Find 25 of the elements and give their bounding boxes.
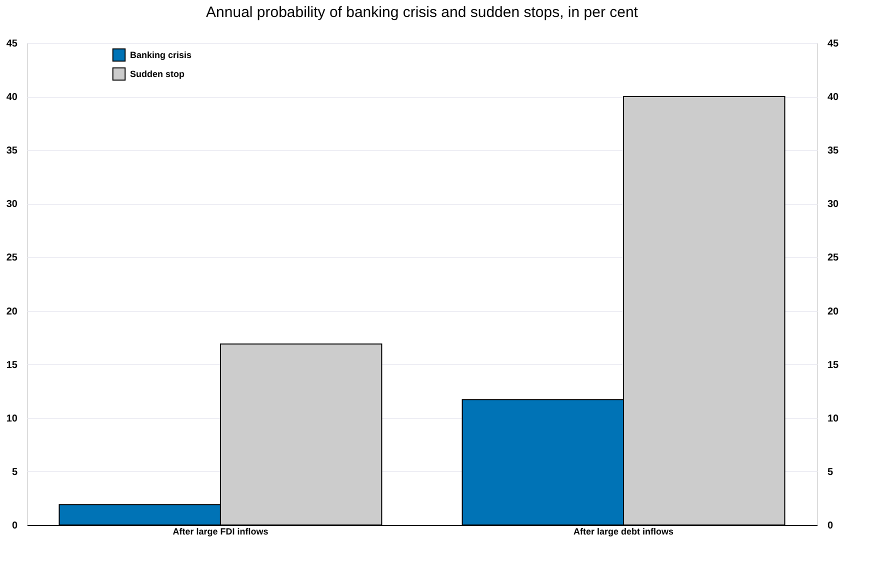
y-tick-label: 10: [6, 413, 18, 424]
x-tick-label: After large debt inflows: [574, 526, 674, 536]
y-tick-label: 40: [6, 92, 18, 104]
x-tick-label: After large FDI inflows: [172, 526, 268, 536]
y-tick-label: 20: [6, 306, 18, 318]
y2-tick-label: 35: [828, 146, 840, 157]
y-tick-label: 30: [6, 199, 18, 210]
y-tick-label: 15: [6, 360, 18, 371]
y2-tick-label: 30: [828, 199, 840, 210]
y-tick-label: 25: [6, 252, 18, 264]
y2-tick-label: 5: [828, 466, 834, 478]
y2-tick-label: 25: [828, 252, 840, 264]
y2-tick-label: 0: [828, 520, 834, 532]
legend-label: Banking crisis: [130, 50, 192, 60]
y-tick-label: 45: [6, 38, 18, 50]
y2-tick-label: 40: [828, 92, 840, 104]
y2-tick-label: 15: [828, 360, 840, 371]
y-tick-label: 35: [6, 146, 18, 157]
legend-label: Sudden stop: [130, 69, 185, 79]
y2-tick-label: 20: [828, 306, 840, 318]
y2-tick-label: 10: [828, 413, 840, 424]
y-tick-label: 0: [12, 520, 18, 532]
chart-title: Annual probability of banking crisis and sudden stops, in per cent: [206, 4, 639, 21]
y2-tick-label: 45: [828, 38, 840, 50]
y-tick-label: 5: [12, 466, 18, 478]
